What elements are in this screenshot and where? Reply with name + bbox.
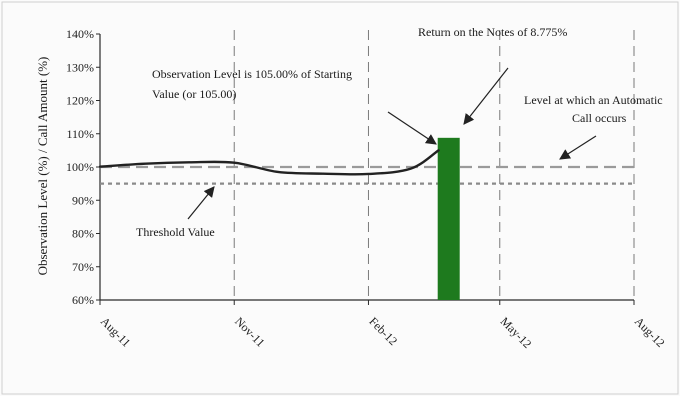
y-axis-label: Observation Level (%) / Call Amount (%) xyxy=(35,57,50,276)
arrow-autocall xyxy=(559,135,597,160)
y-tick-label: 110% xyxy=(66,127,94,141)
y-tick-label: 120% xyxy=(66,94,94,108)
x-tick-label: Aug-12 xyxy=(632,314,668,350)
annotation-autocall-line2: Call occurs xyxy=(572,111,627,125)
arrow-observation xyxy=(387,111,437,145)
y-tick-label: 140% xyxy=(66,27,94,41)
observation-level-line xyxy=(98,149,440,176)
y-tick-label: 90% xyxy=(72,193,94,207)
y-tick-label: 100% xyxy=(66,160,94,174)
series-layer xyxy=(98,137,634,300)
y-tick-label: 60% xyxy=(72,293,94,307)
bar-call-amount xyxy=(437,137,460,300)
annotation-observation-line1: Observation Level is 105.00% of Starting xyxy=(152,67,352,81)
y-tick-label: 80% xyxy=(72,227,94,241)
annotation-threshold: Threshold Value xyxy=(136,225,215,239)
y-tick-label: 130% xyxy=(66,60,94,74)
annotation-observation-line2: Value (or 105.00) xyxy=(152,87,236,101)
x-tick-label: Nov-11 xyxy=(232,314,268,350)
x-tick-label: Aug-11 xyxy=(98,314,134,350)
x-tick-label: Feb-12 xyxy=(366,314,400,348)
y-tick-label: 70% xyxy=(72,260,94,274)
annotation-autocall-line1: Level at which an Automatic xyxy=(524,93,663,107)
y-axis: 60% 70% 80% 90% 100% 110% 120% 130% 140% xyxy=(66,27,101,307)
arrow-threshold xyxy=(187,186,215,220)
x-tick-label: May-12 xyxy=(498,314,535,351)
annotation-return: Return on the Notes of 8.775% xyxy=(418,25,567,39)
arrow-return xyxy=(463,67,509,125)
